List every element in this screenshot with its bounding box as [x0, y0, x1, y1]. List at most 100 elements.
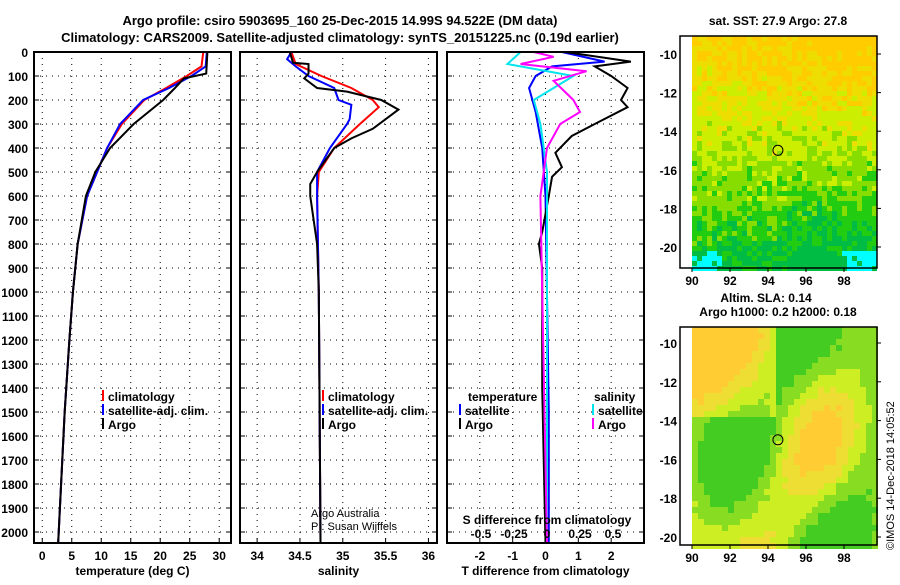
map-cell: [832, 196, 837, 201]
map-cell: [752, 171, 757, 176]
map-cell: [802, 141, 807, 146]
map-cell: [847, 106, 852, 111]
map-cell: [824, 405, 830, 411]
map-cell: [782, 91, 787, 96]
map-cell: [794, 513, 800, 519]
map-cell: [758, 327, 764, 333]
map-cell: [692, 81, 697, 86]
map-cell: [822, 106, 827, 111]
map-cell: [742, 111, 747, 116]
map-cell: [752, 71, 757, 76]
map-cell: [807, 116, 812, 121]
map-cell: [797, 246, 802, 251]
map-cell: [782, 71, 787, 76]
map-cell: [710, 369, 716, 375]
map-cell: [777, 86, 782, 91]
map-cell: [746, 357, 752, 363]
map-cell: [777, 116, 782, 121]
map-cell: [782, 141, 787, 146]
map-cell: [847, 131, 852, 136]
map-cell: [788, 411, 794, 417]
map-cell: [827, 231, 832, 236]
map-cell: [872, 435, 878, 441]
map-cell: [770, 489, 776, 495]
map-cell: [704, 387, 710, 393]
map-cell: [758, 495, 764, 501]
map-cell: [806, 441, 812, 447]
map-cell: [848, 381, 854, 387]
map-cell: [767, 161, 772, 166]
map-cell: [764, 375, 770, 381]
map-cell: [747, 231, 752, 236]
map-cell: [847, 211, 852, 216]
map-cell: [704, 501, 710, 507]
map-cell: [704, 333, 710, 339]
map-cell: [737, 41, 742, 46]
map-cell: [692, 91, 697, 96]
map-cell: [727, 101, 732, 106]
map-cell: [867, 196, 872, 201]
map-cell: [702, 66, 707, 71]
map-cell: [872, 465, 878, 471]
map-cell: [752, 56, 757, 61]
map-cell: [812, 156, 817, 161]
map-cell: [802, 121, 807, 126]
map-cell: [806, 333, 812, 339]
map-cell: [752, 513, 758, 519]
map-cell: [716, 387, 722, 393]
map-cell: [827, 191, 832, 196]
map-cell: [812, 131, 817, 136]
map-cell: [848, 333, 854, 339]
map-cell: [757, 56, 762, 61]
map-cell: [857, 191, 862, 196]
map-cell: [837, 226, 842, 231]
map-cell: [842, 453, 848, 459]
map-cell: [830, 369, 836, 375]
map-cell: [867, 181, 872, 186]
map-cell: [832, 181, 837, 186]
map-cell: [848, 351, 854, 357]
map-cell: [842, 166, 847, 171]
map-cell: [740, 465, 746, 471]
map-cell: [836, 387, 842, 393]
map-cell: [794, 495, 800, 501]
map-cell: [702, 61, 707, 66]
map-cell: [752, 447, 758, 453]
map-cell: [842, 201, 847, 206]
map-cell: [867, 131, 872, 136]
map-cell: [824, 525, 830, 531]
map-cell: [776, 531, 782, 537]
map-cell: [797, 261, 802, 266]
map-cell: [734, 537, 740, 543]
map-cell: [872, 196, 877, 201]
map-cell: [722, 429, 728, 435]
map-cell: [782, 459, 788, 465]
map-cell: [734, 441, 740, 447]
map-cell: [698, 339, 704, 345]
map-cell: [752, 429, 758, 435]
map-cell: [836, 447, 842, 453]
map-cell: [717, 161, 722, 166]
y-tick-label: 600: [8, 190, 28, 204]
map-cell: [716, 333, 722, 339]
lat-tick-label: -12: [660, 376, 678, 390]
map-cell: [697, 131, 702, 136]
map-cell: [782, 501, 788, 507]
map-cell: [772, 106, 777, 111]
map-cell: [812, 216, 817, 221]
map-cell: [827, 46, 832, 51]
map-cell: [732, 191, 737, 196]
map-cell: [764, 363, 770, 369]
map-cell: [812, 507, 818, 513]
map-cell: [722, 507, 728, 513]
map-cell: [747, 196, 752, 201]
map-cell: [866, 477, 872, 483]
map-cell: [842, 387, 848, 393]
map-cell: [698, 399, 704, 405]
map-cell: [762, 211, 767, 216]
map-cell: [728, 543, 734, 549]
map-cell: [728, 411, 734, 417]
map-cell: [710, 537, 716, 543]
map-cell: [847, 261, 852, 266]
map-cell: [802, 206, 807, 211]
